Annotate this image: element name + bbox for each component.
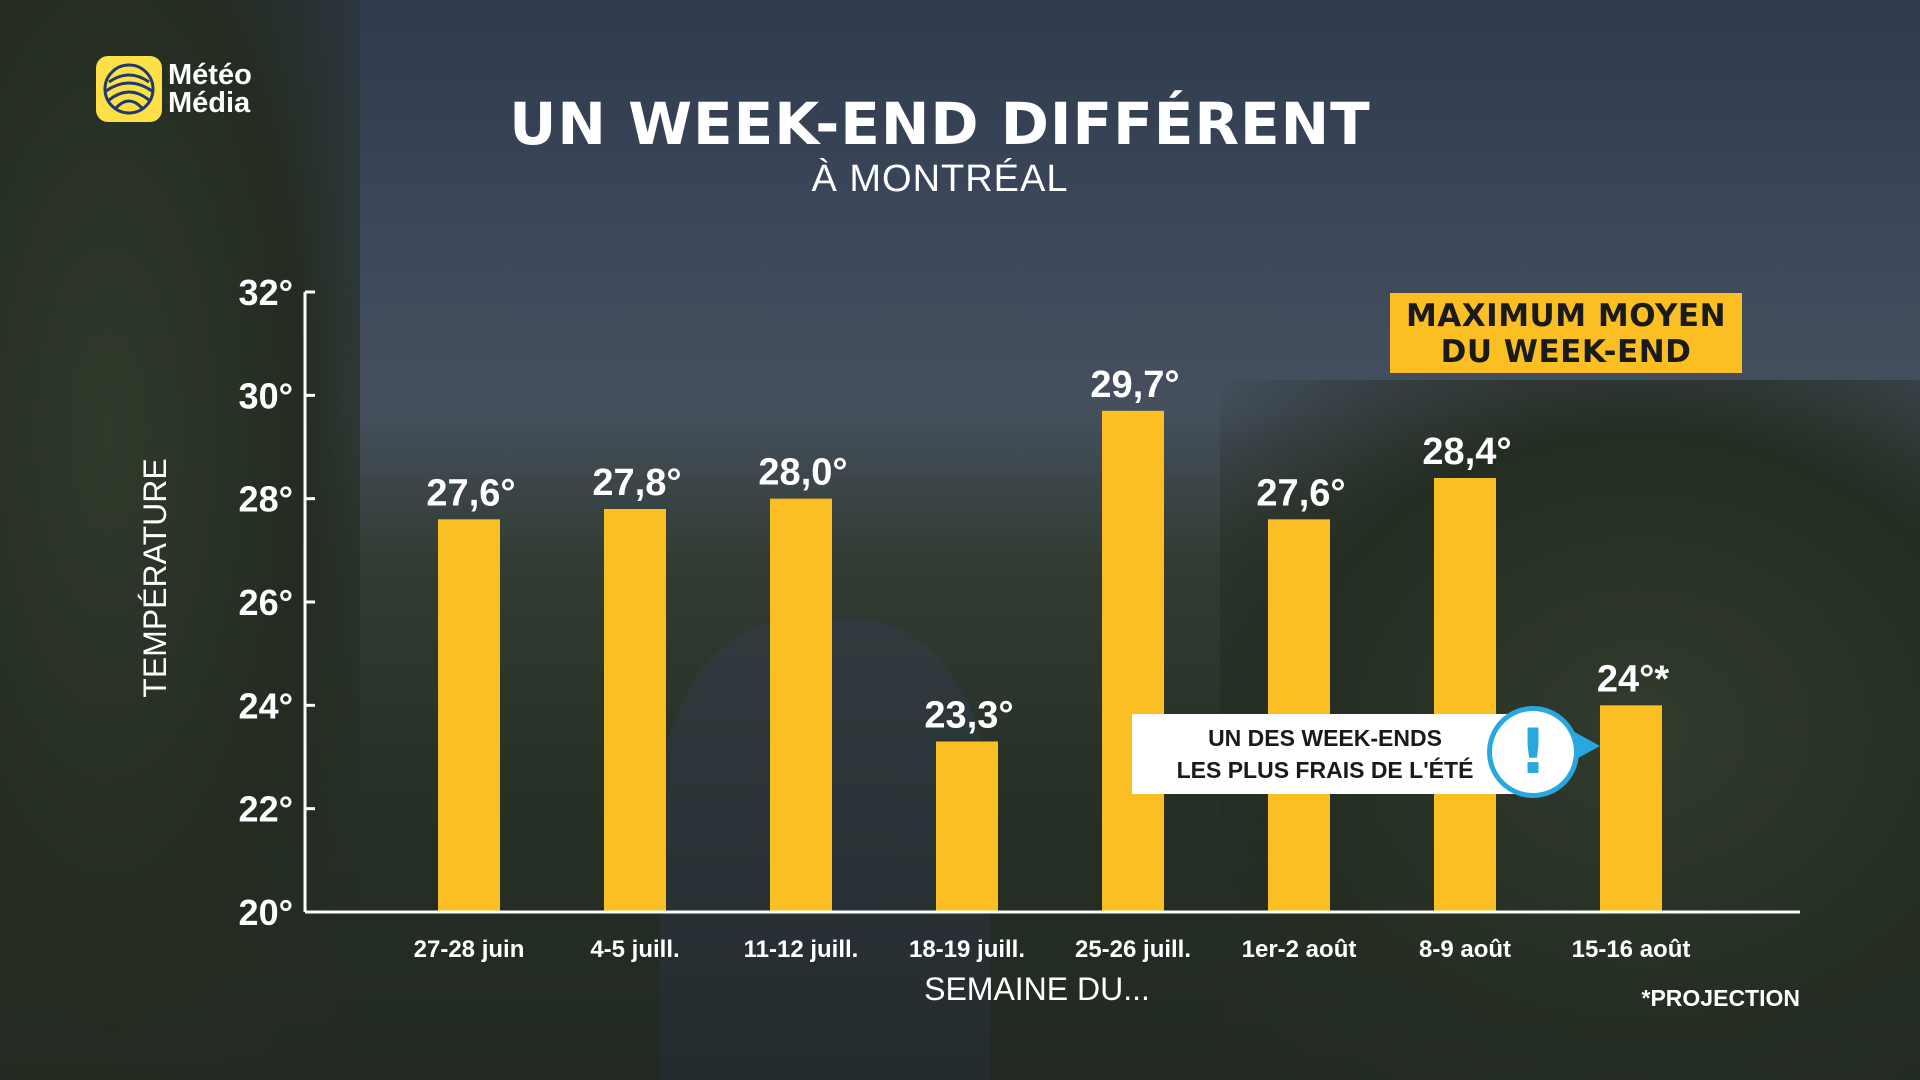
y-tick-label: 22° (239, 789, 293, 830)
category-label: 15-16 août (1572, 936, 1691, 963)
value-label: 29,7° (1090, 364, 1179, 406)
trees-background-left (0, 0, 360, 1080)
axes-group (303, 290, 1800, 914)
value-label: 27,6° (426, 472, 515, 514)
x-axis-title: SEMAINE DU... (924, 971, 1150, 1007)
legend-line-1: MAXIMUM MOYEN (1405, 298, 1727, 334)
category-label: 25-26 juill. (1075, 936, 1191, 963)
value-label: 23,3° (924, 695, 1013, 737)
logo-line-1: Météo (168, 59, 252, 91)
labels-group: 27,6° 27-28 juin 27,8° 4-5 juill. 28,0° 11-12… (137, 272, 1690, 1007)
category-label: 11-12 juill. (744, 936, 859, 963)
exclamation-icon: ! (1518, 715, 1548, 788)
y-tick-label: 20° (239, 892, 293, 933)
chart-title: UN WEEK-END DIFFÉRENT (509, 90, 1371, 158)
value-label: 28,4° (1422, 431, 1511, 473)
y-tick-label: 28° (239, 479, 293, 520)
meteomedia-logo: Météo Média (96, 56, 252, 122)
callout-line-1: UN DES WEEK-ENDS (1208, 725, 1442, 751)
y-tick-label: 24° (239, 685, 293, 726)
category-label: 27-28 juin (414, 936, 525, 963)
value-label: 27,8° (592, 462, 681, 504)
y-tick-label: 26° (239, 582, 293, 623)
category-label: 18-19 juill. (909, 936, 1025, 963)
y-axis-title: TEMPÉRATURE (137, 458, 173, 697)
value-label: 27,6° (1256, 472, 1345, 514)
category-label: 8-9 août (1419, 936, 1511, 963)
y-tick-label: 30° (239, 375, 293, 416)
bar (1434, 478, 1496, 912)
legend-line-2: DU WEEK-END (1440, 334, 1692, 370)
y-tick-label: 32° (239, 272, 293, 313)
logo-line-2: Média (168, 87, 251, 119)
globe-icon (96, 56, 162, 122)
bar (1102, 410, 1164, 912)
callout-box: UN DES WEEK-ENDS LES PLUS FRAIS DE L'ÉTÉ (1132, 714, 1518, 794)
bar (936, 741, 998, 912)
value-label: 28,0° (758, 452, 847, 494)
callout-badge: ! (1487, 706, 1579, 798)
footnote: *PROJECTION (1641, 985, 1800, 1011)
chart-subtitle: À MONTRÉAL (811, 158, 1069, 200)
bar (1600, 705, 1662, 912)
logo-wordmark: Météo Média (168, 59, 252, 119)
bar (604, 509, 666, 912)
category-label: 1er-2 août (1242, 936, 1357, 963)
callout-line-2: LES PLUS FRAIS DE L'ÉTÉ (1176, 757, 1474, 783)
bars-group (438, 410, 1662, 912)
legend-box: MAXIMUM MOYEN DU WEEK-END (1390, 293, 1742, 373)
bar (438, 519, 500, 912)
category-label: 4-5 juill. (590, 936, 679, 963)
bar (770, 498, 832, 912)
value-label: 24°* (1597, 658, 1669, 700)
